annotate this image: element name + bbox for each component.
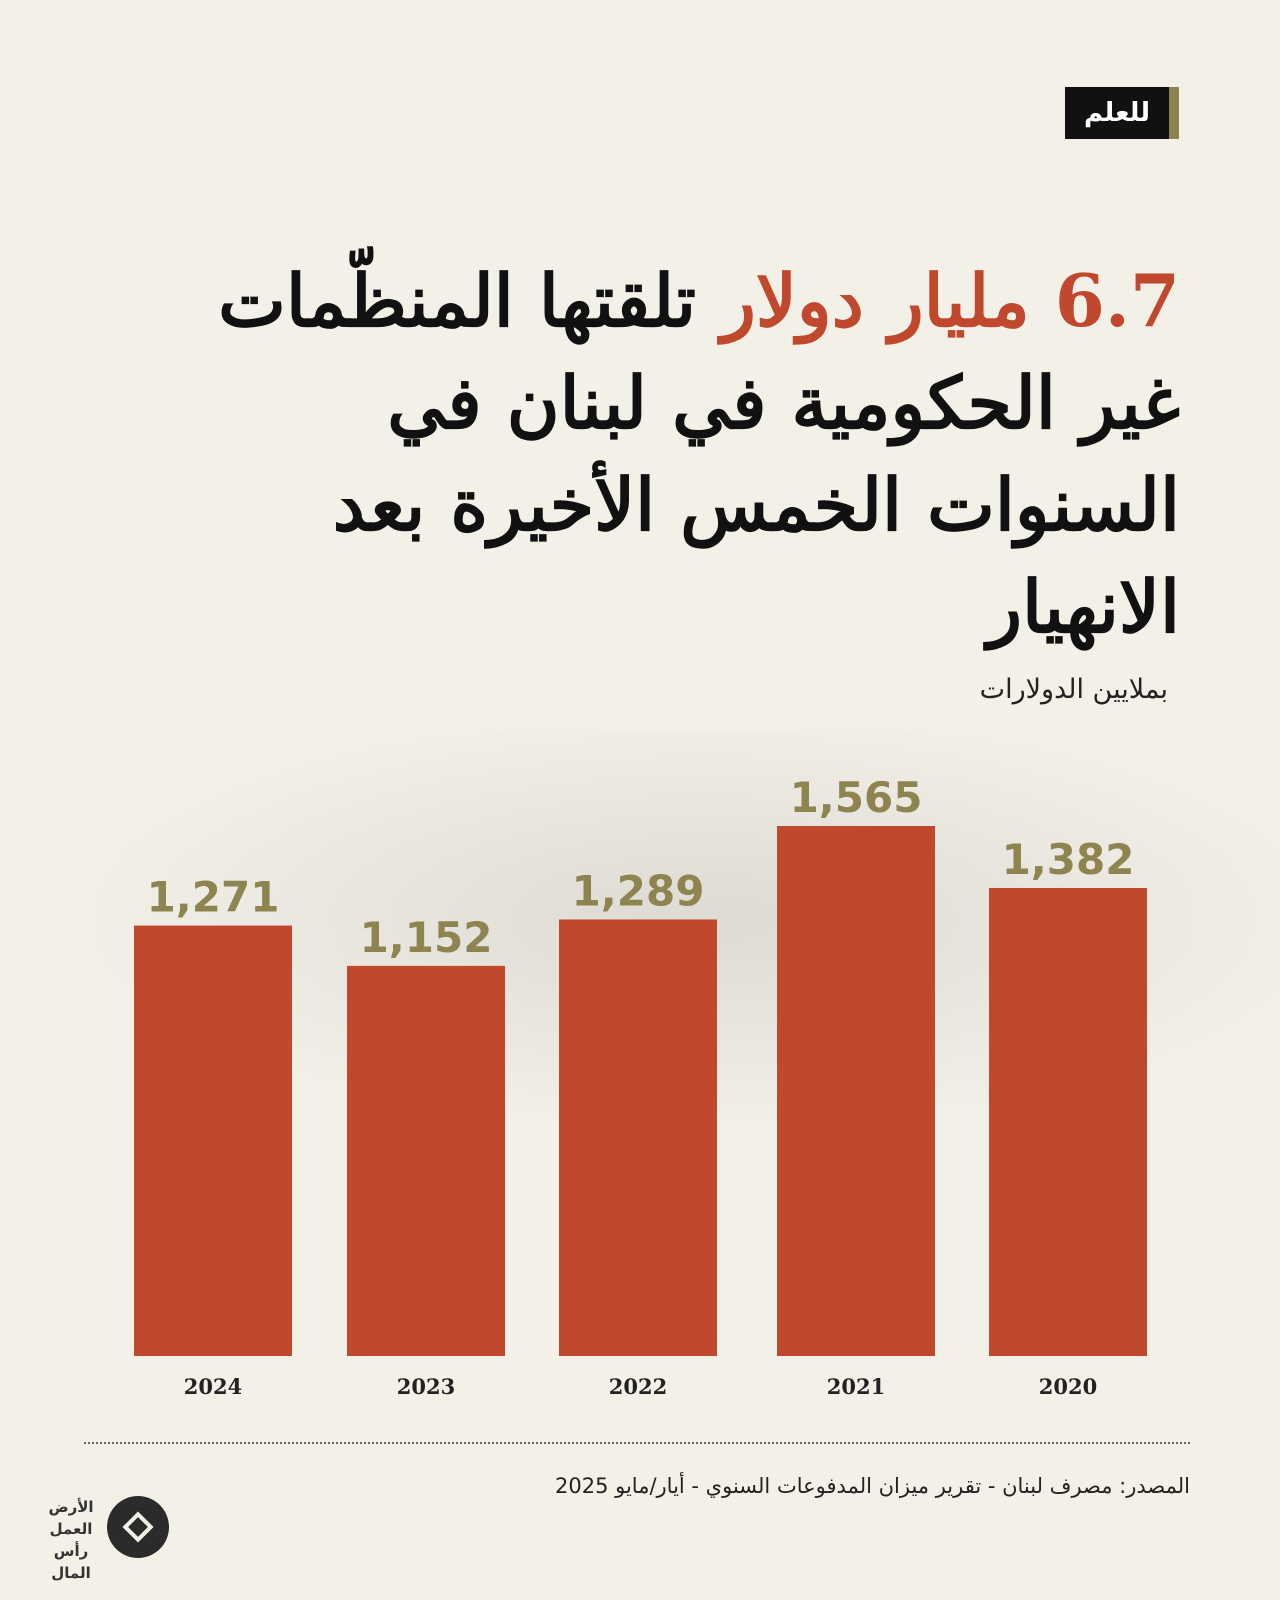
category-label-2024: 2024 [184, 1374, 242, 1399]
logo-line: رأس المال [51, 1542, 91, 1582]
bar-2021 [777, 826, 935, 1356]
logo-line: العمل [49, 1520, 93, 1538]
bar-2024 [134, 925, 292, 1356]
page-title: 6.7 مليار دولار تلقتها المنظّمات غير الح… [120, 250, 1180, 658]
category-label-2020: 2020 [1039, 1374, 1097, 1399]
value-label-2024: 1,271 [147, 873, 280, 922]
value-label-2020: 1,382 [1002, 835, 1135, 884]
title-highlight: 6.7 مليار دولار [721, 258, 1180, 343]
category-label-2023: 2023 [397, 1374, 455, 1399]
bar-2020 [989, 887, 1147, 1356]
divider [84, 1442, 1190, 1444]
category-label-2021: 2021 [827, 1374, 885, 1399]
value-label-2022: 1,289 [572, 866, 705, 915]
value-label-2023: 1,152 [360, 913, 493, 962]
bar-2023 [347, 965, 505, 1356]
value-label-2021: 1,565 [790, 773, 923, 822]
category-label-2022: 2022 [609, 1374, 667, 1399]
diamond-circle-icon [107, 1496, 169, 1558]
title-rest: تلقتها المنظّمات غير الحكومية في لبنان ف… [218, 258, 1180, 649]
logo-line: الأرض [48, 1498, 94, 1516]
source-note: المصدر: مصرف لبنان - تقرير ميزان المدفوع… [554, 1474, 1190, 1498]
brand-badge: للعلم [1065, 87, 1179, 139]
logo-text: الأرض العمل رأس المال [40, 1496, 102, 1584]
unit-label: بملايين الدولارات [979, 674, 1168, 705]
bar-2022 [559, 919, 717, 1356]
